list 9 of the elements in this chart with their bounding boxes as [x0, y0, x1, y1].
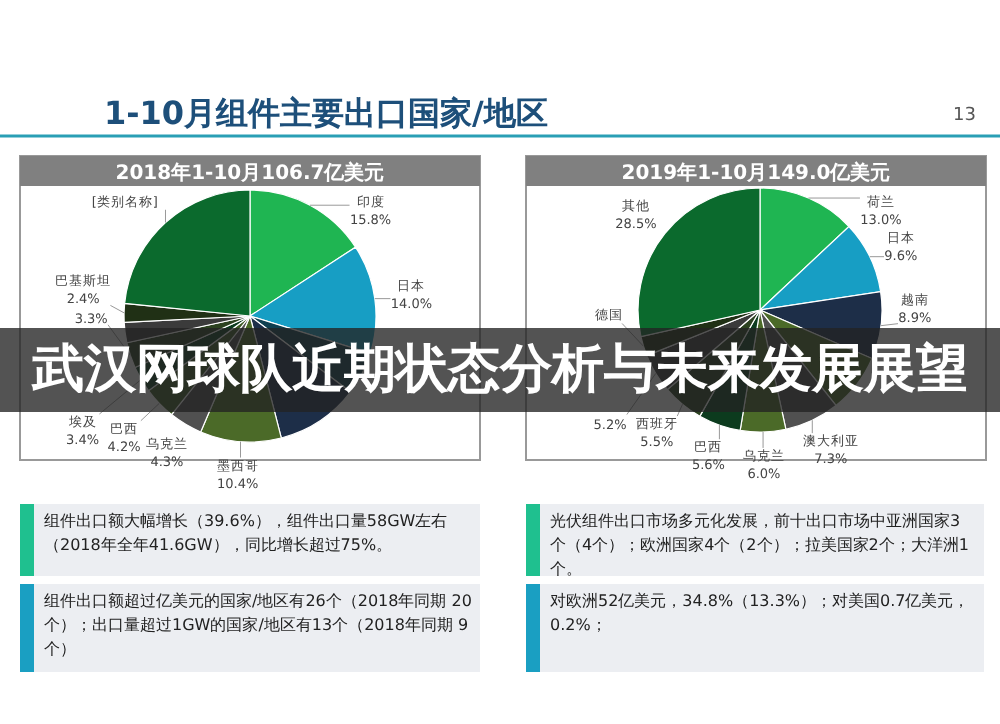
text: 光伏组件出口市场多元化发展，前十出口市场中亚洲国家3个（4个）；欧洲国家4个（2个）；拉美国家2个；大洋洲1个。: [550, 512, 969, 578]
text: 1-10月组件主要出口国家/地区: [104, 94, 548, 132]
text: 对欧洲52亿美元，34.8%（13.3%）；对美国0.7亿美元，0.2%；: [550, 592, 970, 634]
text: 组件出口额超过亿美元的国家/地区有26个（2018年同期 20个）；出口量超过1GW的国家/地区有13个（2018年同期 9个）: [44, 592, 472, 658]
chart-title: 2019年1-10月149.0亿美元: [621, 161, 891, 185]
text: 组件出口额大幅增长（39.6%），组件出口量58GW左右（2018年全年41.6GW），同比增长超过75%。: [44, 512, 448, 554]
text: 武汉网球队近期状态分析与未来发展展望: [0, 328, 1000, 412]
text: 13: [953, 106, 976, 126]
chart-title: 2018年1-10月106.7亿美元: [115, 161, 385, 185]
